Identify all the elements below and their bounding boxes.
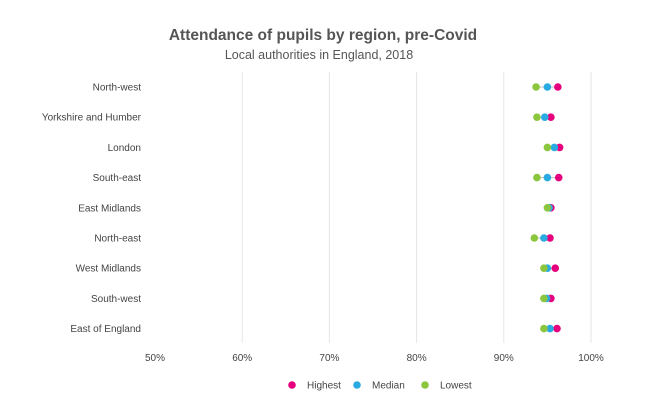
legend-marker-highest [288,381,296,389]
legend-marker-median [353,381,361,389]
data-point-lowest [540,324,548,333]
chart-title: Attendance of pupils by region, pre-Covi… [169,27,477,44]
x-axis-ticks: 50% 60% 70% 80% 90% 100% [145,353,604,364]
legend-label: Median [372,381,405,392]
data-point-median [543,83,552,91]
legend-label: Highest [307,381,341,392]
data-point-highest [554,83,562,91]
x-tick-label: 70% [319,353,339,364]
category-label: Yorkshire and Humber [42,113,142,124]
category-label: London [108,143,141,154]
x-tick-label: 80% [407,353,427,364]
data-points [530,83,564,333]
data-point-lowest [540,294,548,303]
data-point-median [546,324,554,333]
x-tick-label: 50% [145,353,165,364]
data-point-median [540,234,548,242]
category-label: East of England [70,324,141,335]
data-point-lowest [543,143,552,152]
data-point-median [540,113,549,121]
data-point-lowest [532,83,540,91]
data-point-highest [554,173,563,182]
category-label: South-west [91,294,141,305]
data-point-median [543,173,552,182]
data-point-highest [546,234,554,242]
category-labels: North-west Yorkshire and Humber London Sout… [42,83,142,336]
grid-lines [241,72,592,343]
data-point-lowest [530,234,539,242]
data-point-lowest [533,113,541,121]
x-tick-label: 100% [578,353,604,364]
data-point-highest [553,324,561,333]
legend-label: Lowest [440,381,472,392]
chart-subtitle: Local authorities in England, 2018 [225,48,413,62]
legend-marker-lowest [421,381,429,389]
data-point-lowest [543,204,552,212]
legend: Highest Median Lowest [288,381,472,392]
data-point-lowest [540,264,548,273]
category-label: North-east [94,234,141,245]
category-label: West Midlands [76,264,141,275]
category-label: North-west [93,83,142,94]
category-label: East Midlands [78,203,141,214]
x-tick-label: 90% [494,353,514,364]
data-point-lowest [533,173,541,182]
data-point-median [550,143,559,152]
data-point-highest [551,264,560,273]
data-point-highest [547,113,555,121]
x-tick-label: 60% [232,353,252,364]
category-label: South-east [93,173,142,184]
data-point-highest [555,143,564,152]
